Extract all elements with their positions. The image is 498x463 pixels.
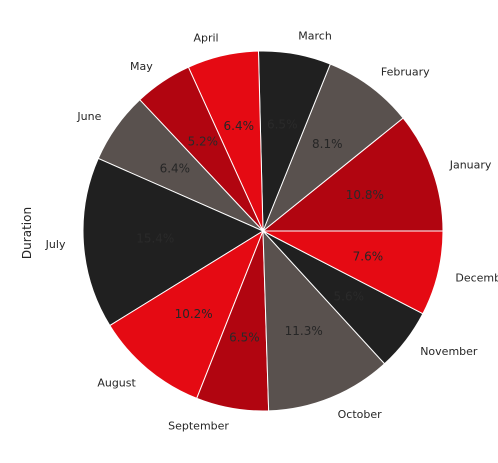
month-label-november: November [420, 345, 478, 358]
y-axis-label: Duration [20, 207, 34, 259]
slice-august [109, 230, 264, 399]
percent-label-july: 15.4% [136, 231, 174, 245]
slice-january [262, 117, 444, 232]
percent-label-may: 5.2% [188, 134, 219, 148]
month-label-july: July [45, 238, 66, 251]
percent-label-april: 6.4% [224, 119, 255, 133]
month-label-january: January [449, 159, 492, 172]
month-label-april: April [193, 32, 218, 45]
percent-labels: 10.8% 8.1% 6.5% 6.4% 5.2% 6.4% 15.4% 10.2% 6.5% 1… [136, 118, 384, 345]
percent-label-february: 8.1% [312, 137, 343, 151]
month-label-september: September [168, 420, 229, 433]
percent-label-december: 7.6% [353, 250, 384, 264]
slice-february [262, 63, 404, 232]
percent-label-january: 10.8% [346, 188, 384, 202]
slice-october [262, 230, 386, 412]
month-label-october: October [338, 408, 382, 421]
month-label-may: May [130, 60, 153, 73]
percent-label-november: 5.6% [334, 290, 365, 304]
percent-label-august: 10.2% [175, 307, 213, 321]
percent-label-march: 6.5% [267, 118, 298, 132]
percent-label-june: 6.4% [160, 162, 191, 176]
month-label-june: June [76, 110, 101, 123]
month-labels: January February March April May June July Augu… [45, 30, 498, 433]
month-label-february: February [381, 65, 430, 78]
slice-december [262, 230, 444, 315]
month-label-march: March [298, 30, 332, 43]
month-label-december: December [455, 271, 498, 284]
percent-label-october: 11.3% [285, 324, 323, 338]
percent-label-september: 6.5% [229, 330, 260, 344]
pie-slices [82, 50, 444, 412]
slice-july [82, 157, 264, 327]
month-label-august: August [97, 376, 136, 389]
